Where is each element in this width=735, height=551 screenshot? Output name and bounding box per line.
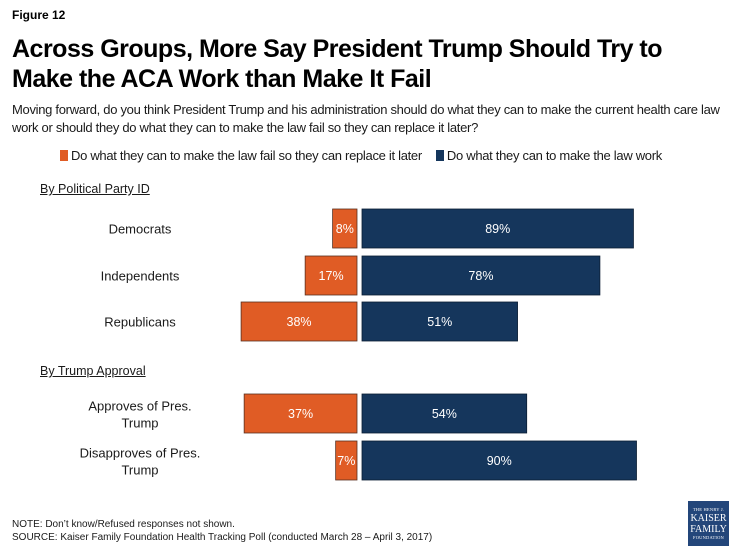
bar-fail	[243, 393, 358, 434]
bar-label-fail: 38%	[287, 315, 312, 329]
section-label-approval: By Trump Approval	[40, 364, 146, 378]
legend-label-work: Do what they can to make the law work	[446, 148, 662, 163]
category-label: Approves of Pres. Trump	[88, 399, 191, 431]
chart-subtitle: Moving forward, do you think President T…	[12, 102, 720, 135]
category-label-line: Approves of Pres.	[88, 399, 191, 414]
legend-label-fail: Do what they can to make the law fail so…	[71, 148, 422, 163]
kff-logo: THE HENRY J. KAISER FAMILY FOUNDATION	[688, 501, 729, 546]
bar-label-work: 54%	[432, 407, 457, 421]
figure-label: Figure 12	[12, 8, 66, 22]
chart-title: Across Groups, More Say President Trump …	[12, 35, 663, 93]
legend-item-work: Do what they can to make the law work	[435, 148, 662, 163]
category-label: Disapproves of Pres. Trump	[80, 446, 201, 478]
bar-label-work: 89%	[485, 222, 510, 236]
bar-label-fail: 8%	[336, 222, 354, 236]
source-text: SOURCE: Kaiser Family Foundation Health …	[12, 532, 433, 543]
bar-work	[361, 393, 528, 434]
category-label-line: Trump	[121, 463, 158, 478]
category-label: Democrats	[109, 222, 172, 237]
logo-line-4: FOUNDATION	[693, 534, 724, 540]
category-label-line: Disapproves of Pres.	[80, 446, 201, 461]
bar-work	[361, 301, 518, 342]
bar-label-work: 51%	[427, 315, 452, 329]
legend-swatch-work	[435, 150, 444, 161]
category-label-line: Trump	[121, 416, 158, 431]
logo-line-2: KAISER	[690, 512, 727, 524]
bar-fail	[332, 208, 358, 249]
bar-fail	[304, 255, 358, 296]
legend-swatch-fail	[60, 150, 68, 161]
bar-work	[361, 255, 601, 296]
bar-fail	[335, 440, 358, 481]
bar-work	[361, 208, 634, 249]
footnotes: NOTE: Don’t know/Refused responses not s…	[12, 518, 432, 544]
note-text: NOTE: Don’t know/Refused responses not s…	[12, 519, 235, 530]
logo-line-3: FAMILY	[690, 523, 727, 535]
section-label-party: By Political Party ID	[40, 182, 150, 196]
logo-line-1: THE HENRY J.	[692, 506, 725, 512]
bar-label-fail: 37%	[288, 407, 313, 421]
bar-label-work: 90%	[487, 454, 512, 468]
legend-item-fail: Do what they can to make the law fail so…	[60, 148, 422, 163]
category-label: Independents	[101, 269, 180, 284]
bar-label-fail: 17%	[319, 269, 344, 283]
bar-label-fail: 7%	[337, 454, 355, 468]
bar-label-work: 78%	[468, 269, 493, 283]
category-label: Republicans	[104, 315, 176, 330]
bar-work	[361, 440, 637, 481]
legend: Do what they can to make the law fail so…	[60, 148, 662, 163]
bar-fail	[240, 301, 358, 342]
